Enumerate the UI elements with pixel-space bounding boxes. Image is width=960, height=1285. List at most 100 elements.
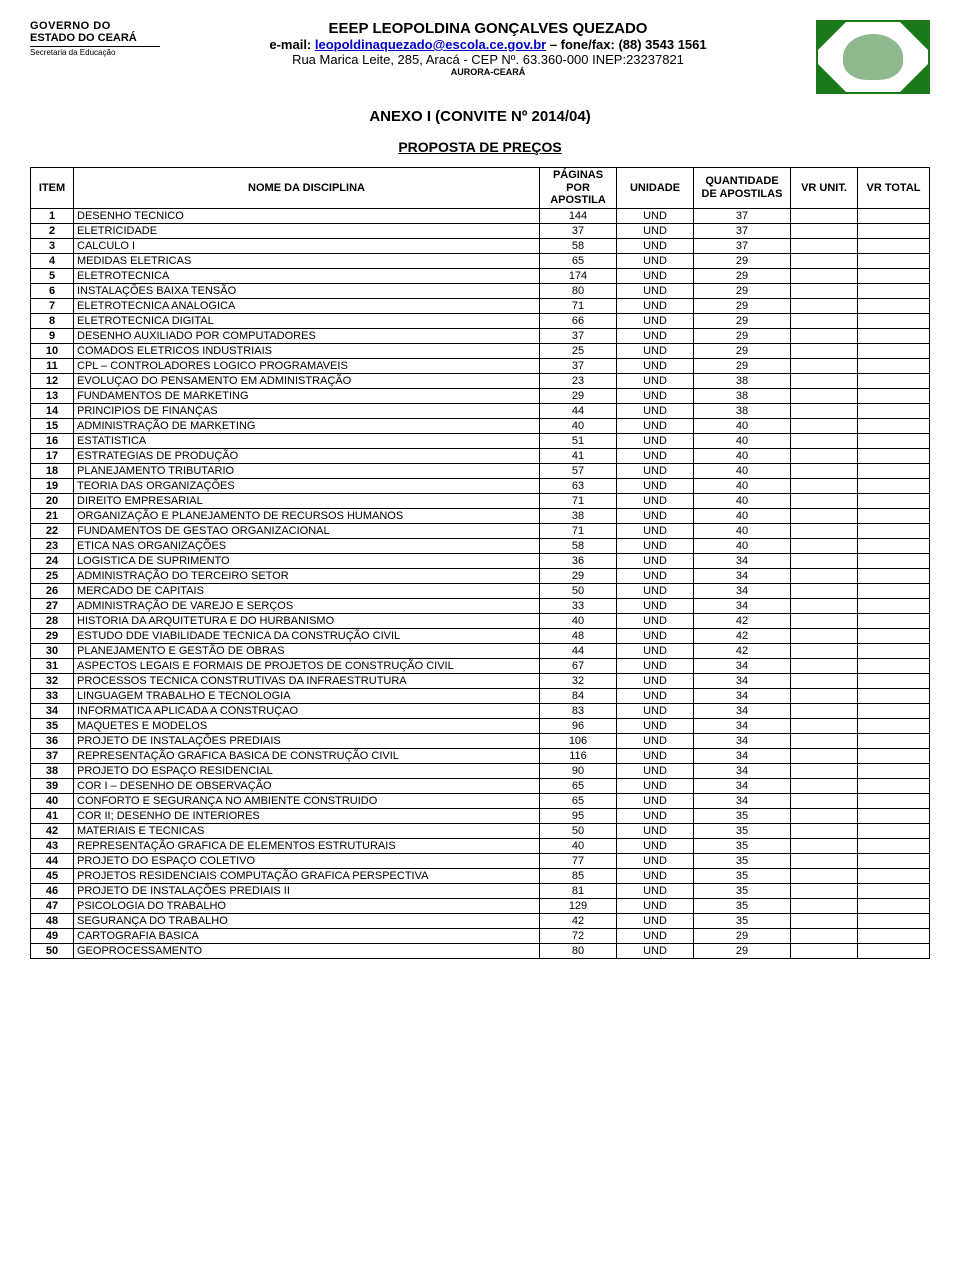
cell-pages: 41: [540, 448, 617, 463]
cell-vtotal: [858, 478, 930, 493]
cell-item: 12: [31, 373, 74, 388]
col-header-name: NOME DA DISCIPLINA: [74, 168, 540, 209]
cell-pages: 116: [540, 748, 617, 763]
cell-vtotal: [858, 418, 930, 433]
cell-unit: UND: [617, 568, 694, 583]
cell-qty: 29: [694, 313, 791, 328]
cell-vtotal: [858, 838, 930, 853]
cell-name: CARTOGRAFIA BASICA: [74, 928, 540, 943]
cell-item: 9: [31, 328, 74, 343]
table-row: 1DESENHO TECNICO144UND37: [31, 208, 930, 223]
cell-unit: UND: [617, 403, 694, 418]
cell-qty: 29: [694, 253, 791, 268]
cell-vunit: [791, 943, 858, 958]
cell-qty: 35: [694, 853, 791, 868]
cell-vunit: [791, 568, 858, 583]
cell-vunit: [791, 628, 858, 643]
cell-vunit: [791, 403, 858, 418]
cell-vunit: [791, 238, 858, 253]
cell-unit: UND: [617, 838, 694, 853]
cell-qty: 35: [694, 838, 791, 853]
cell-item: 45: [31, 868, 74, 883]
cell-name: EVOLUÇAO DO PENSAMENTO EM ADMINISTRAÇÃO: [74, 373, 540, 388]
cell-vtotal: [858, 238, 930, 253]
cell-unit: UND: [617, 643, 694, 658]
col-header-vunit: VR UNIT.: [791, 168, 858, 209]
cell-item: 36: [31, 733, 74, 748]
table-row: 41COR II; DESENHO DE INTERIORES95UND35: [31, 808, 930, 823]
cell-unit: UND: [617, 553, 694, 568]
table-row: 16ESTATISTICA51UND40: [31, 433, 930, 448]
cell-pages: 80: [540, 283, 617, 298]
table-row: 7ELETROTECNICA ANALOGICA71UND29: [31, 298, 930, 313]
cell-pages: 71: [540, 493, 617, 508]
cell-item: 5: [31, 268, 74, 283]
table-row: 49CARTOGRAFIA BASICA72UND29: [31, 928, 930, 943]
cell-vtotal: [858, 688, 930, 703]
cell-item: 50: [31, 943, 74, 958]
cell-item: 28: [31, 613, 74, 628]
cell-unit: UND: [617, 673, 694, 688]
cell-name: GEOPROCESSAMENTO: [74, 943, 540, 958]
cell-unit: UND: [617, 808, 694, 823]
cell-item: 31: [31, 658, 74, 673]
cell-vunit: [791, 598, 858, 613]
school-logo-icon: [816, 20, 930, 94]
cell-pages: 40: [540, 838, 617, 853]
cell-vtotal: [858, 343, 930, 358]
cell-unit: UND: [617, 538, 694, 553]
cell-pages: 58: [540, 538, 617, 553]
cell-pages: 42: [540, 913, 617, 928]
cell-unit: UND: [617, 208, 694, 223]
cell-unit: UND: [617, 943, 694, 958]
cell-item: 42: [31, 823, 74, 838]
cell-name: INFORMATICA APLICADA A CONSTRUÇAO: [74, 703, 540, 718]
cell-pages: 40: [540, 418, 617, 433]
phone-suffix: – fone/fax: (88) 3543 1561: [546, 37, 706, 52]
cell-pages: 81: [540, 883, 617, 898]
cell-vtotal: [858, 433, 930, 448]
table-row: 13FUNDAMENTOS DE MARKETING29UND38: [31, 388, 930, 403]
cell-vtotal: [858, 568, 930, 583]
cell-vunit: [791, 823, 858, 838]
table-row: 8ELETROTECNICA DIGITAL66UND29: [31, 313, 930, 328]
cell-pages: 29: [540, 388, 617, 403]
cell-pages: 29: [540, 568, 617, 583]
cell-vunit: [791, 898, 858, 913]
cell-pages: 48: [540, 628, 617, 643]
cell-vunit: [791, 808, 858, 823]
cell-item: 40: [31, 793, 74, 808]
table-row: 34INFORMATICA APLICADA A CONSTRUÇAO83UND…: [31, 703, 930, 718]
cell-pages: 44: [540, 643, 617, 658]
cell-vtotal: [858, 253, 930, 268]
cell-unit: UND: [617, 913, 694, 928]
cell-qty: 42: [694, 643, 791, 658]
cell-name: MERCADO DE CAPITAIS: [74, 583, 540, 598]
cell-name: ASPECTOS LEGAIS E FORMAIS DE PROJETOS DE…: [74, 658, 540, 673]
cell-name: PSICOLOGIA DO TRABALHO: [74, 898, 540, 913]
cell-unit: UND: [617, 463, 694, 478]
cell-qty: 42: [694, 628, 791, 643]
cell-unit: UND: [617, 358, 694, 373]
cell-name: INSTALAÇÕES BAIXA TENSÃO: [74, 283, 540, 298]
cell-qty: 34: [694, 718, 791, 733]
table-row: 28HISTORIA DA ARQUITETURA E DO HURBANISM…: [31, 613, 930, 628]
cell-vunit: [791, 733, 858, 748]
cell-qty: 38: [694, 403, 791, 418]
table-row: 11CPL – CONTROLADORES LOGICO PROGRAMAVEI…: [31, 358, 930, 373]
col-header-unit: UNIDADE: [617, 168, 694, 209]
cell-vunit: [791, 763, 858, 778]
cell-item: 29: [31, 628, 74, 643]
cell-unit: UND: [617, 703, 694, 718]
table-row: 12EVOLUÇAO DO PENSAMENTO EM ADMINISTRAÇÃ…: [31, 373, 930, 388]
table-row: 47PSICOLOGIA DO TRABALHO129UND35: [31, 898, 930, 913]
cell-unit: UND: [617, 778, 694, 793]
cell-vtotal: [858, 943, 930, 958]
cell-vunit: [791, 343, 858, 358]
email-link[interactable]: leopoldinaquezado@escola.ce.gov.br: [315, 37, 546, 52]
cell-vunit: [791, 583, 858, 598]
cell-vunit: [791, 883, 858, 898]
cell-name: ELETROTECNICA ANALOGICA: [74, 298, 540, 313]
cell-unit: UND: [617, 283, 694, 298]
cell-qty: 34: [694, 673, 791, 688]
